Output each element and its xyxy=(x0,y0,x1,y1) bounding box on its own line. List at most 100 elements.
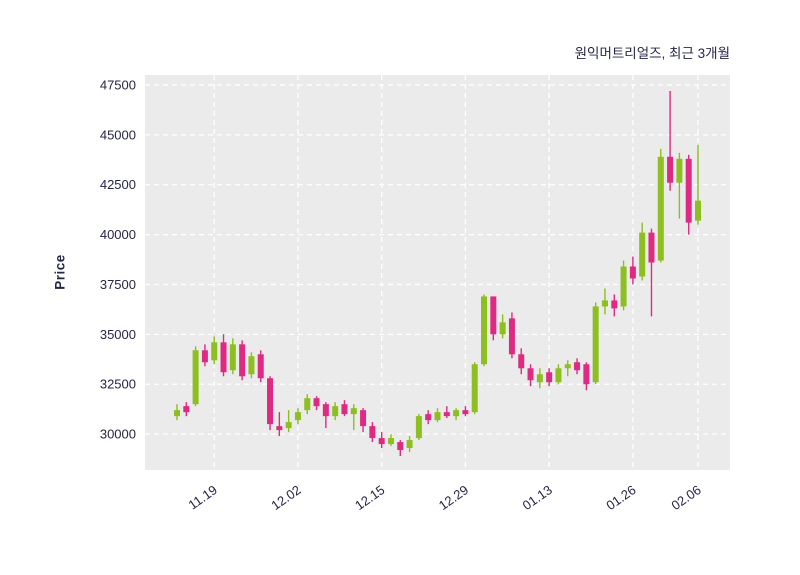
candle xyxy=(601,288,608,315)
candle xyxy=(583,362,590,391)
candle xyxy=(378,432,385,449)
candle-body xyxy=(676,158,683,183)
candle xyxy=(267,376,274,431)
candle xyxy=(313,396,320,411)
candle-body xyxy=(294,412,301,421)
candle-body xyxy=(508,318,515,355)
candle-body xyxy=(629,266,636,279)
candle xyxy=(620,260,627,311)
candle-body xyxy=(555,368,562,383)
candle xyxy=(360,408,367,433)
candle-body xyxy=(360,410,367,427)
candle xyxy=(350,404,357,431)
candle-body xyxy=(462,410,469,415)
candle-body xyxy=(434,412,441,421)
candle-body xyxy=(229,344,236,371)
candle xyxy=(592,302,599,385)
candle-body xyxy=(415,416,422,439)
candle-body xyxy=(527,368,534,381)
x-tick-label: 12.15 xyxy=(352,482,387,513)
candle-body xyxy=(285,422,292,429)
candle xyxy=(536,368,543,389)
candle xyxy=(248,352,255,379)
candle-body xyxy=(564,364,571,369)
x-tick-label: 11.19 xyxy=(185,482,219,512)
candle-body xyxy=(267,378,274,425)
candle xyxy=(685,154,692,235)
candle-body xyxy=(322,404,329,417)
candle-body xyxy=(304,398,311,411)
candle xyxy=(220,334,227,377)
y-tick-label: 45000 xyxy=(100,127,136,142)
candle-body xyxy=(397,442,404,451)
y-tick-label: 30000 xyxy=(100,427,136,442)
candle-body xyxy=(174,410,180,417)
candle-body xyxy=(657,156,664,261)
y-tick-label: 42500 xyxy=(100,177,136,192)
candle xyxy=(406,436,413,453)
candle-body xyxy=(546,372,553,383)
candle-body xyxy=(406,440,413,449)
candle xyxy=(527,364,534,387)
candle-body xyxy=(518,354,525,369)
candle xyxy=(192,346,199,407)
candle-body xyxy=(481,296,488,365)
candle xyxy=(629,256,636,285)
candle-body xyxy=(248,356,255,375)
candle-body xyxy=(239,344,246,377)
candle-body xyxy=(332,406,339,417)
candle-body xyxy=(313,398,320,407)
candle xyxy=(211,336,218,365)
candle-body xyxy=(667,156,674,183)
candle-body xyxy=(425,414,432,421)
candle-body xyxy=(341,404,348,415)
candle-body xyxy=(639,232,646,277)
y-tick-label: 40000 xyxy=(100,227,136,242)
candle-body xyxy=(201,350,208,363)
candle xyxy=(490,296,497,341)
candle xyxy=(294,408,301,425)
candle xyxy=(453,408,460,421)
y-tick-label: 35000 xyxy=(100,327,136,342)
candle xyxy=(174,404,180,421)
candle-body xyxy=(685,158,692,223)
candle xyxy=(229,338,236,375)
candle-body xyxy=(453,410,460,417)
x-tick-label: 12.29 xyxy=(436,482,471,513)
candle xyxy=(555,364,562,385)
candle-body xyxy=(620,266,627,307)
candle xyxy=(546,368,553,387)
candle-body xyxy=(583,364,590,385)
candle xyxy=(518,348,525,375)
candle-body xyxy=(257,354,264,379)
candle xyxy=(508,312,515,359)
candle-body xyxy=(220,342,227,373)
candle-body xyxy=(471,364,478,413)
candle xyxy=(183,402,190,417)
candle xyxy=(332,402,339,421)
candle-body xyxy=(369,426,376,439)
candle xyxy=(434,408,441,423)
candle xyxy=(499,314,506,339)
candle xyxy=(471,362,478,415)
candle-body xyxy=(378,438,385,445)
candle-body xyxy=(387,438,394,445)
candle-body xyxy=(648,232,655,263)
candle xyxy=(397,440,404,457)
candle xyxy=(304,394,311,415)
candle xyxy=(285,410,292,433)
candle xyxy=(201,344,208,367)
candle-body xyxy=(211,342,218,361)
candle xyxy=(611,294,618,317)
candle xyxy=(257,350,264,383)
candle xyxy=(341,400,348,417)
x-tick-label: 01.26 xyxy=(603,482,638,513)
candle-body xyxy=(276,426,283,431)
y-tick-label: 47500 xyxy=(100,77,136,92)
candle-body xyxy=(490,296,497,335)
candle xyxy=(276,412,283,437)
candle xyxy=(415,414,422,441)
candle xyxy=(695,144,701,225)
